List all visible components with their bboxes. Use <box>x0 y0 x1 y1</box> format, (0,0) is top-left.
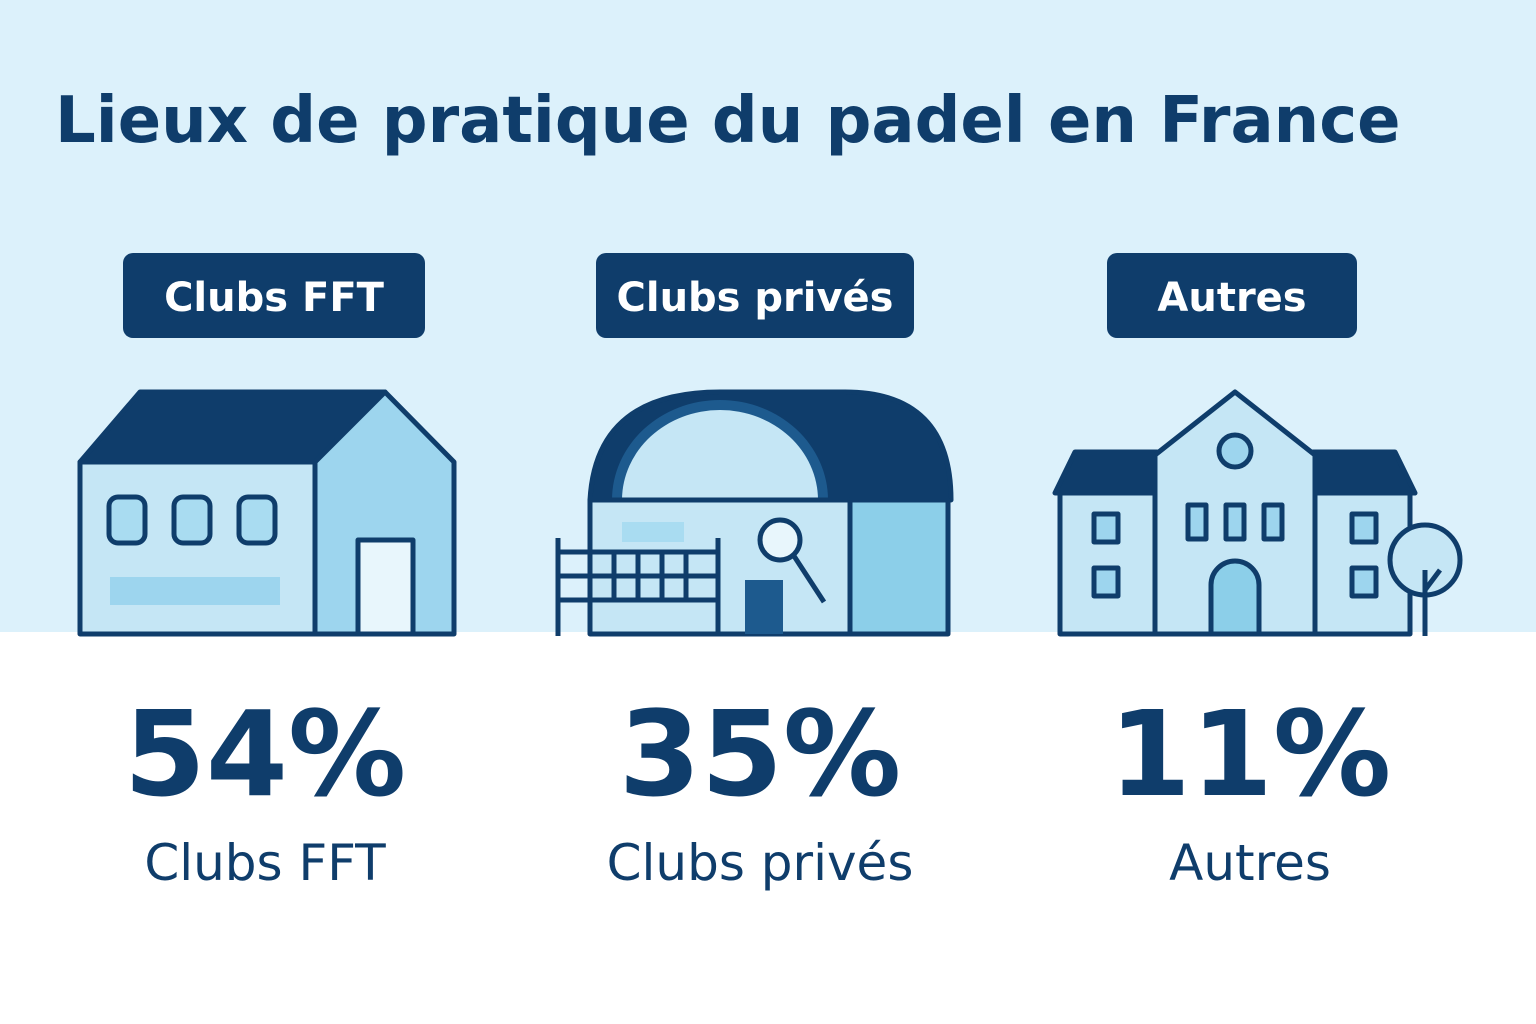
side-wall <box>847 497 951 637</box>
label-pill <box>1107 253 1357 338</box>
banner <box>110 577 280 605</box>
fence <box>555 538 721 636</box>
percentage: 11% <box>1109 685 1391 823</box>
window <box>1349 511 1379 545</box>
racket-head <box>757 517 803 563</box>
window <box>171 494 213 546</box>
label-pill <box>596 253 914 338</box>
door <box>1208 558 1262 637</box>
icon-dome-hall <box>555 389 954 637</box>
door <box>355 537 416 637</box>
window <box>1349 565 1379 599</box>
roof <box>1310 449 1418 496</box>
window <box>1261 502 1285 542</box>
panel <box>622 522 684 542</box>
title: Lieux de pratique du padel en France <box>55 84 1401 158</box>
caption: Clubs privés <box>607 834 914 892</box>
icon-club-house <box>77 389 457 637</box>
label-text: Autres <box>1157 275 1306 321</box>
window <box>1091 511 1121 545</box>
window <box>1185 502 1209 542</box>
window <box>106 494 148 546</box>
caption: Clubs FFT <box>144 834 386 892</box>
door <box>745 580 783 634</box>
gable <box>312 389 457 637</box>
caption: Autres <box>1169 834 1331 892</box>
racket-handle <box>791 554 827 604</box>
roof <box>1052 449 1160 496</box>
window <box>1223 502 1247 542</box>
label-text: Clubs privés <box>617 275 894 321</box>
window <box>236 494 278 546</box>
window <box>1091 565 1121 599</box>
wall <box>77 459 318 637</box>
label-text: Clubs FFT <box>164 275 385 321</box>
round-window <box>1216 432 1254 470</box>
tree-branch <box>1423 568 1442 592</box>
dome-window <box>622 410 818 500</box>
icon-building <box>1052 389 1463 637</box>
label-pill <box>123 253 425 338</box>
percentage: 35% <box>619 685 901 823</box>
percentage: 54% <box>124 685 406 823</box>
